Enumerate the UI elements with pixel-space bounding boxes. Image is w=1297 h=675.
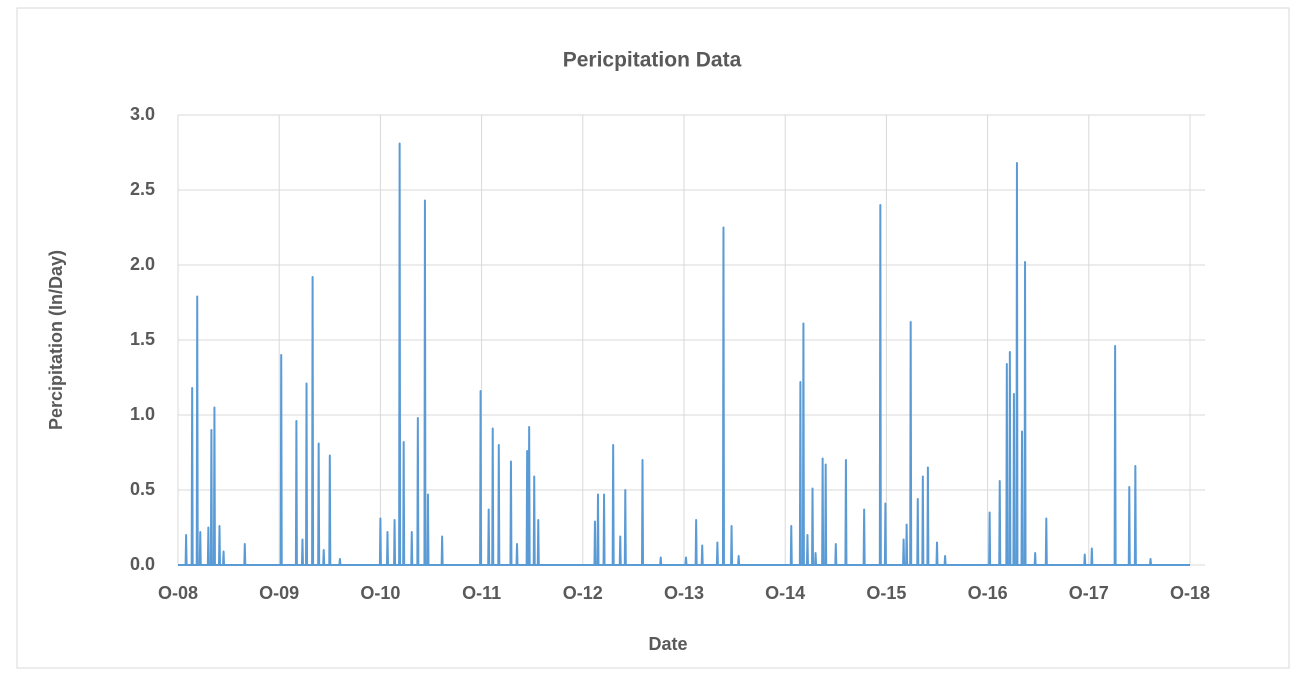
x-tick-label: O-09 — [259, 583, 299, 603]
x-tick-label: O-08 — [158, 583, 198, 603]
y-tick-label: 2.5 — [130, 179, 155, 199]
chart-border — [16, 7, 1290, 669]
x-tick-label: O-18 — [1170, 583, 1210, 603]
y-tick-label: 2.0 — [130, 254, 155, 274]
y-axis-label: Percipitation (In/Day) — [46, 250, 66, 430]
y-tick-label: 0.5 — [130, 479, 155, 499]
x-tick-label: O-13 — [664, 583, 704, 603]
y-tick-label: 1.0 — [130, 404, 155, 424]
x-tick-label: O-11 — [462, 583, 501, 603]
x-tick-label: O-16 — [968, 583, 1008, 603]
x-axis-label: Date — [648, 634, 687, 654]
y-tick-label: 3.0 — [130, 104, 155, 124]
data-line — [178, 142, 1190, 566]
x-tick-label: O-10 — [360, 583, 400, 603]
x-tick-label: O-15 — [866, 583, 906, 603]
x-tick-label: O-17 — [1069, 583, 1109, 603]
x-tick-label: O-12 — [563, 583, 603, 603]
x-tick-label: O-14 — [765, 583, 805, 603]
y-tick-label: 0.0 — [130, 554, 155, 574]
chart-title: Pericpitation Data — [563, 49, 742, 72]
y-tick-label: 1.5 — [130, 329, 155, 349]
